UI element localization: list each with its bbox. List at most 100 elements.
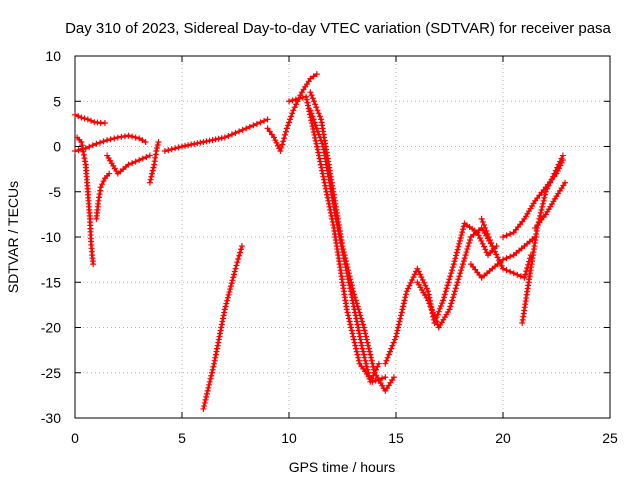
data-point [227, 286, 234, 293]
data-point [507, 253, 514, 260]
series-trace-8 [200, 243, 245, 412]
data-point [322, 182, 329, 189]
data-point [246, 123, 253, 130]
data-point [305, 102, 312, 109]
data-point [343, 267, 350, 274]
data-point [342, 264, 349, 271]
data-point [282, 128, 289, 135]
data-point [495, 257, 502, 264]
data-point [554, 164, 561, 171]
data-point [460, 223, 467, 230]
data-point [146, 152, 153, 159]
x-tick-label: 5 [178, 430, 186, 446]
data-point [320, 173, 327, 180]
data-point [368, 354, 375, 361]
data-point [425, 297, 432, 304]
data-point [283, 125, 290, 132]
data-point [498, 262, 505, 269]
data-point [348, 294, 355, 301]
data-point [411, 271, 418, 278]
data-point [403, 288, 410, 295]
data-point [351, 339, 358, 346]
data-point [510, 270, 517, 277]
data-point [179, 143, 185, 150]
data-point [458, 267, 465, 274]
data-point [306, 111, 313, 118]
data-point [448, 267, 455, 274]
data-point [310, 126, 317, 133]
data-point [466, 240, 473, 247]
data-point [456, 240, 463, 247]
series-trace-12 [286, 93, 389, 385]
data-point [548, 176, 555, 183]
data-point [327, 206, 334, 213]
data-point [514, 271, 521, 278]
data-point [310, 98, 317, 105]
data-point [72, 111, 78, 118]
data-point [348, 324, 355, 331]
chart-title: Day 310 of 2023, Sidereal Day-to-day VTE… [65, 20, 611, 37]
data-point [462, 252, 469, 259]
data-point [311, 131, 318, 138]
data-point [82, 145, 89, 152]
data-point [456, 237, 463, 244]
data-point [444, 282, 451, 289]
data-point [541, 194, 548, 201]
data-point [287, 116, 294, 123]
data-point [446, 276, 453, 283]
data-point [312, 101, 319, 108]
data-point [344, 309, 351, 316]
data-point [232, 129, 239, 136]
data-point [453, 282, 460, 289]
series-trace-18 [519, 152, 566, 326]
data-point [209, 137, 216, 144]
data-point [417, 271, 424, 278]
data-point [223, 300, 230, 307]
data-point [447, 303, 454, 310]
data-point [278, 144, 285, 151]
data-point [314, 146, 321, 153]
data-point [121, 133, 128, 140]
data-point [363, 363, 370, 370]
data-point [284, 122, 291, 129]
data-point [405, 285, 412, 292]
data-point [450, 294, 457, 301]
data-point [356, 333, 363, 340]
y-tick-label: -15 [41, 274, 61, 290]
data-point [486, 237, 493, 244]
data-point [345, 276, 352, 283]
data-point [481, 243, 488, 250]
data-point [239, 126, 246, 133]
data-point [558, 155, 565, 162]
data-point [201, 402, 208, 409]
data-point [490, 245, 497, 252]
data-point [257, 119, 264, 126]
data-point [314, 107, 321, 114]
data-point [99, 181, 106, 188]
data-point [296, 95, 303, 102]
x-axis-label: GPS time / hours [289, 459, 396, 475]
data-point [253, 120, 260, 127]
data-point [272, 137, 279, 144]
data-point [482, 224, 489, 231]
data-point [165, 147, 172, 154]
data-point [366, 348, 373, 355]
data-point [393, 333, 399, 340]
data-point [447, 273, 454, 280]
data-point [357, 336, 364, 343]
data-point [348, 291, 355, 298]
data-point [200, 405, 207, 412]
data-point [364, 339, 371, 346]
data-point [345, 279, 352, 286]
data-point [448, 270, 455, 277]
data-point [455, 276, 462, 283]
data-point [551, 170, 558, 177]
data-point [452, 255, 459, 262]
data-point [207, 375, 214, 382]
data-point [308, 120, 315, 127]
data-point [230, 274, 237, 281]
data-point [129, 160, 136, 167]
data-point [266, 128, 273, 135]
data-point [461, 255, 468, 262]
data-point [449, 264, 456, 271]
